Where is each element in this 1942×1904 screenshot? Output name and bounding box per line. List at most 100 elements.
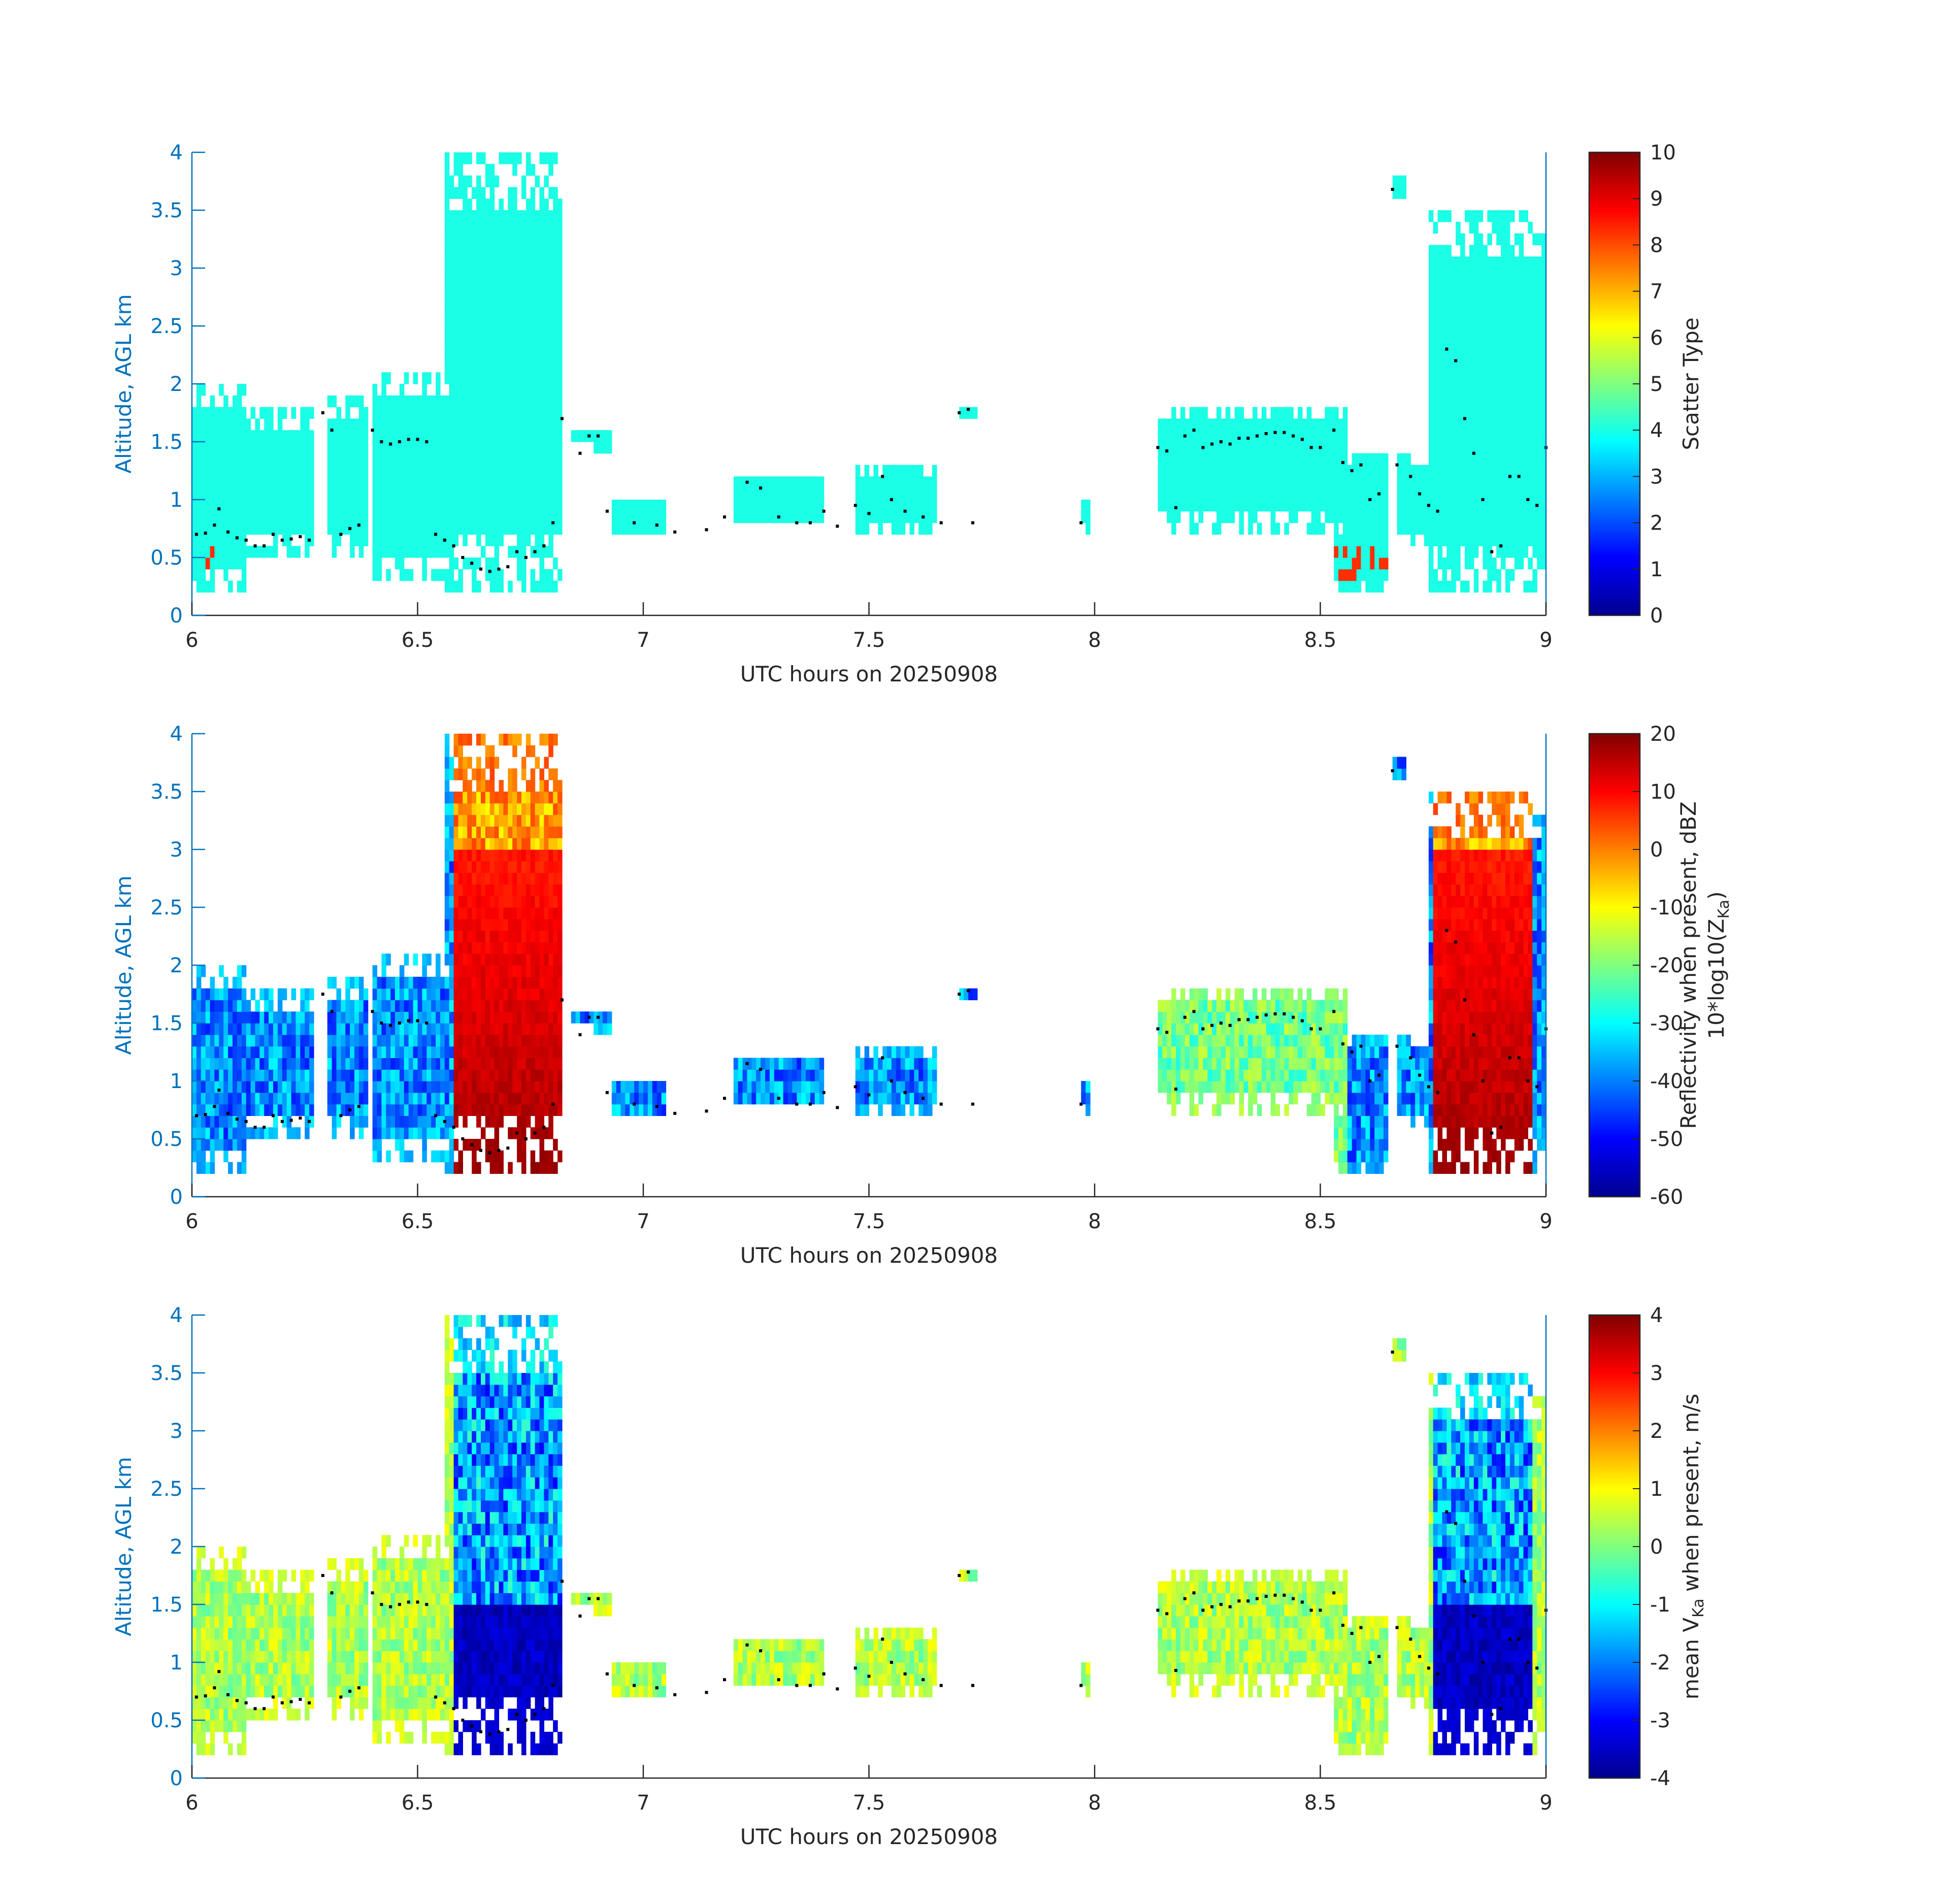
- heatmap-cell: [1225, 488, 1231, 500]
- heatmap-cell: [449, 1058, 454, 1070]
- heatmap-cell: [1528, 476, 1533, 488]
- heatmap-cell: [255, 1023, 260, 1035]
- heatmap-cell: [363, 430, 369, 442]
- heatmap-cell: [228, 522, 233, 535]
- heatmap-cell: [1469, 546, 1474, 558]
- heatmap-cell: [869, 511, 874, 523]
- heatmap-cell: [336, 476, 341, 488]
- heatmap-cell: [332, 395, 337, 408]
- heatmap-cell: [539, 792, 544, 804]
- heatmap-cell: [508, 337, 513, 350]
- heatmap-cell: [467, 476, 472, 488]
- heatmap-cell: [481, 372, 486, 384]
- heatmap-cell: [300, 1069, 305, 1081]
- heatmap-cell: [814, 476, 820, 488]
- heatmap-cell: [476, 349, 481, 361]
- heatmap-cell: [1473, 522, 1479, 535]
- heatmap-cell: [453, 745, 459, 758]
- heatmap-cell: [408, 1011, 414, 1024]
- heatmap-cell: [372, 1092, 378, 1105]
- heatmap-cell: [1433, 360, 1438, 373]
- heatmap-cell: [341, 1058, 346, 1070]
- heatmap-cell: [1456, 534, 1461, 546]
- heatmap-cell: [363, 1104, 369, 1116]
- heatmap-cell: [255, 500, 260, 512]
- heatmap-cell: [485, 942, 490, 954]
- heatmap-cell: [548, 965, 553, 977]
- heatmap-cell: [481, 233, 486, 245]
- heatmap-cell: [499, 1092, 504, 1105]
- heatmap-cell: [291, 522, 297, 535]
- heatmap-cell: [1298, 442, 1303, 454]
- heatmap-cell: [535, 303, 540, 315]
- heatmap-cell: [1451, 384, 1456, 396]
- cloud-base-point: [194, 533, 198, 536]
- heatmap-cell: [1505, 569, 1510, 581]
- heatmap-cell: [530, 1104, 536, 1116]
- heatmap-cell: [733, 476, 739, 488]
- heatmap-cell: [476, 1162, 481, 1174]
- heatmap-cell: [233, 1127, 238, 1139]
- heatmap-cell: [463, 291, 468, 303]
- heatmap-cell: [535, 500, 540, 512]
- heatmap-cell: [521, 580, 526, 593]
- heatmap-cell: [539, 580, 544, 593]
- heatmap-cell: [345, 1104, 350, 1116]
- heatmap-cell: [1397, 488, 1402, 500]
- heatmap-cell: [1248, 442, 1253, 454]
- heatmap-cell: [386, 476, 391, 488]
- heatmap-cell: [237, 1162, 242, 1174]
- heatmap-cell: [250, 476, 256, 488]
- heatmap-cell: [476, 1104, 481, 1116]
- heatmap-cell: [814, 511, 820, 523]
- heatmap-cell: [372, 1115, 378, 1128]
- heatmap-cell: [408, 569, 414, 581]
- heatmap-cell: [489, 199, 495, 211]
- heatmap-cell: [341, 465, 346, 477]
- heatmap-cell: [882, 476, 887, 488]
- heatmap-cell: [246, 522, 251, 535]
- heatmap-cell: [503, 476, 508, 488]
- heatmap-cell: [381, 372, 386, 384]
- heatmap-cell: [282, 465, 287, 477]
- heatmap-cell: [1356, 580, 1362, 593]
- heatmap-cell: [241, 1150, 247, 1163]
- heatmap-cell: [1284, 453, 1289, 466]
- heatmap-cell: [205, 430, 211, 442]
- heatmap-cell: [332, 430, 337, 442]
- heatmap-cell: [1501, 442, 1506, 454]
- heatmap-cell: [548, 792, 553, 804]
- heatmap-cell: [525, 476, 531, 488]
- heatmap-cell: [241, 1011, 247, 1024]
- heatmap-cell: [878, 488, 883, 500]
- heatmap-cell: [494, 849, 500, 862]
- heatmap-cell: [300, 1058, 305, 1070]
- heatmap-cell: [521, 210, 526, 222]
- heatmap-cell: [449, 500, 454, 512]
- heatmap-cell: [255, 1046, 260, 1058]
- heatmap-cell: [1384, 557, 1389, 570]
- heatmap-cell: [472, 1069, 477, 1081]
- heatmap-cell: [1261, 465, 1267, 477]
- heatmap-cell: [1501, 395, 1506, 408]
- heatmap-cell: [797, 511, 802, 523]
- heatmap-cell: [1505, 407, 1510, 419]
- heatmap-cell: [1456, 256, 1461, 269]
- heatmap-cell: [1397, 453, 1402, 466]
- heatmap-cell: [1406, 500, 1411, 512]
- heatmap-cell: [489, 511, 495, 523]
- heatmap-cell: [503, 1104, 508, 1116]
- heatmap-cell: [377, 476, 382, 488]
- heatmap-cell: [1342, 430, 1348, 442]
- heatmap-cell: [196, 384, 202, 396]
- heatmap-cell: [494, 314, 500, 326]
- heatmap-cell: [525, 942, 531, 954]
- heatmap-cell: [358, 1000, 364, 1012]
- heatmap-cell: [1081, 511, 1086, 523]
- heatmap-cell: [476, 360, 481, 373]
- heatmap-cell: [436, 1011, 441, 1024]
- heatmap-cell: [458, 930, 463, 942]
- heatmap-cell: [1514, 557, 1520, 570]
- heatmap-cell: [458, 442, 463, 454]
- heatmap-cell: [512, 372, 517, 384]
